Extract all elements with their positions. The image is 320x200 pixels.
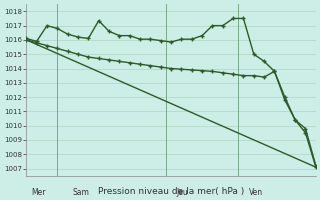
Text: Ven: Ven: [249, 188, 263, 197]
Text: Sam: Sam: [73, 188, 90, 197]
Text: Mer: Mer: [31, 188, 46, 197]
Text: Jeu: Jeu: [176, 188, 188, 197]
X-axis label: Pression niveau de la mer( hPa ): Pression niveau de la mer( hPa ): [98, 187, 244, 196]
